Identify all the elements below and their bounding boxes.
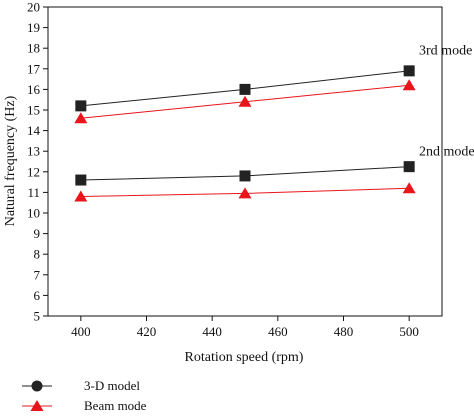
data-point-beam-mode-3rd-mode — [238, 95, 252, 107]
y-tick-label: 14 — [27, 123, 41, 138]
x-axis-label: Rotation speed (rpm) — [185, 350, 304, 365]
y-tick-label: 20 — [27, 0, 40, 15]
y-tick-label: 15 — [27, 103, 40, 118]
data-point-3-d-model-2nd-mode — [239, 170, 251, 182]
data-point-beam-mode-2nd-mode — [74, 190, 88, 202]
y-axis-label: Natural frequency (Hz) — [3, 95, 18, 226]
plot-frame — [47, 6, 443, 317]
y-tick-label: 6 — [34, 288, 41, 303]
x-tick-label: 400 — [71, 324, 91, 339]
annotation-3rd-mode: 3rd mode — [419, 43, 472, 58]
data-point-3-d-model-3rd-mode — [403, 65, 415, 77]
series-markers — [74, 65, 416, 202]
data-point-beam-mode-2nd-mode — [402, 182, 416, 194]
y-tick-label: 10 — [27, 206, 40, 221]
x-tick-label: 480 — [334, 324, 354, 339]
y-tick-label: 5 — [34, 309, 41, 324]
legend: 3-D model Beam mode — [22, 378, 147, 413]
y-tick-label: 8 — [34, 247, 41, 262]
legend-marker-beam-mode — [30, 400, 44, 411]
data-point-3-d-model-2nd-mode — [403, 161, 415, 173]
data-point-3-d-model-3rd-mode — [75, 100, 87, 112]
axes — [47, 6, 443, 317]
data-point-beam-mode-3rd-mode — [402, 79, 416, 91]
x-tick-label: 500 — [399, 324, 419, 339]
x-tick-label: 460 — [268, 324, 288, 339]
y-tick-label: 18 — [27, 41, 40, 56]
y-tick-label: 11 — [27, 185, 40, 200]
y-tick-label: 17 — [27, 61, 41, 76]
y-tick-label: 19 — [27, 20, 40, 35]
legend-marker-3d-model — [31, 380, 43, 392]
data-point-3-d-model-3rd-mode — [239, 83, 251, 95]
y-tick-label: 13 — [27, 144, 40, 159]
legend-label-beam-mode: Beam mode — [84, 398, 147, 413]
y-tick-label: 9 — [34, 226, 41, 241]
data-point-beam-mode-2nd-mode — [238, 187, 252, 199]
y-tick-label: 16 — [27, 82, 41, 97]
legend-label-3d-model: 3-D model — [84, 378, 140, 393]
data-point-3-d-model-2nd-mode — [75, 174, 87, 186]
annotation-2nd-mode: 2nd mode — [419, 144, 474, 159]
y-tick-label: 7 — [34, 267, 41, 282]
y-tick-label: 12 — [27, 164, 40, 179]
ticks: 5 6 7 8 9 10 11 12 13 14 15 16 17 18 19 20 400 420 440 460 4… — [27, 0, 419, 339]
data-point-beam-mode-3rd-mode — [74, 112, 88, 124]
x-tick-label: 420 — [137, 324, 157, 339]
x-tick-label: 440 — [202, 324, 222, 339]
